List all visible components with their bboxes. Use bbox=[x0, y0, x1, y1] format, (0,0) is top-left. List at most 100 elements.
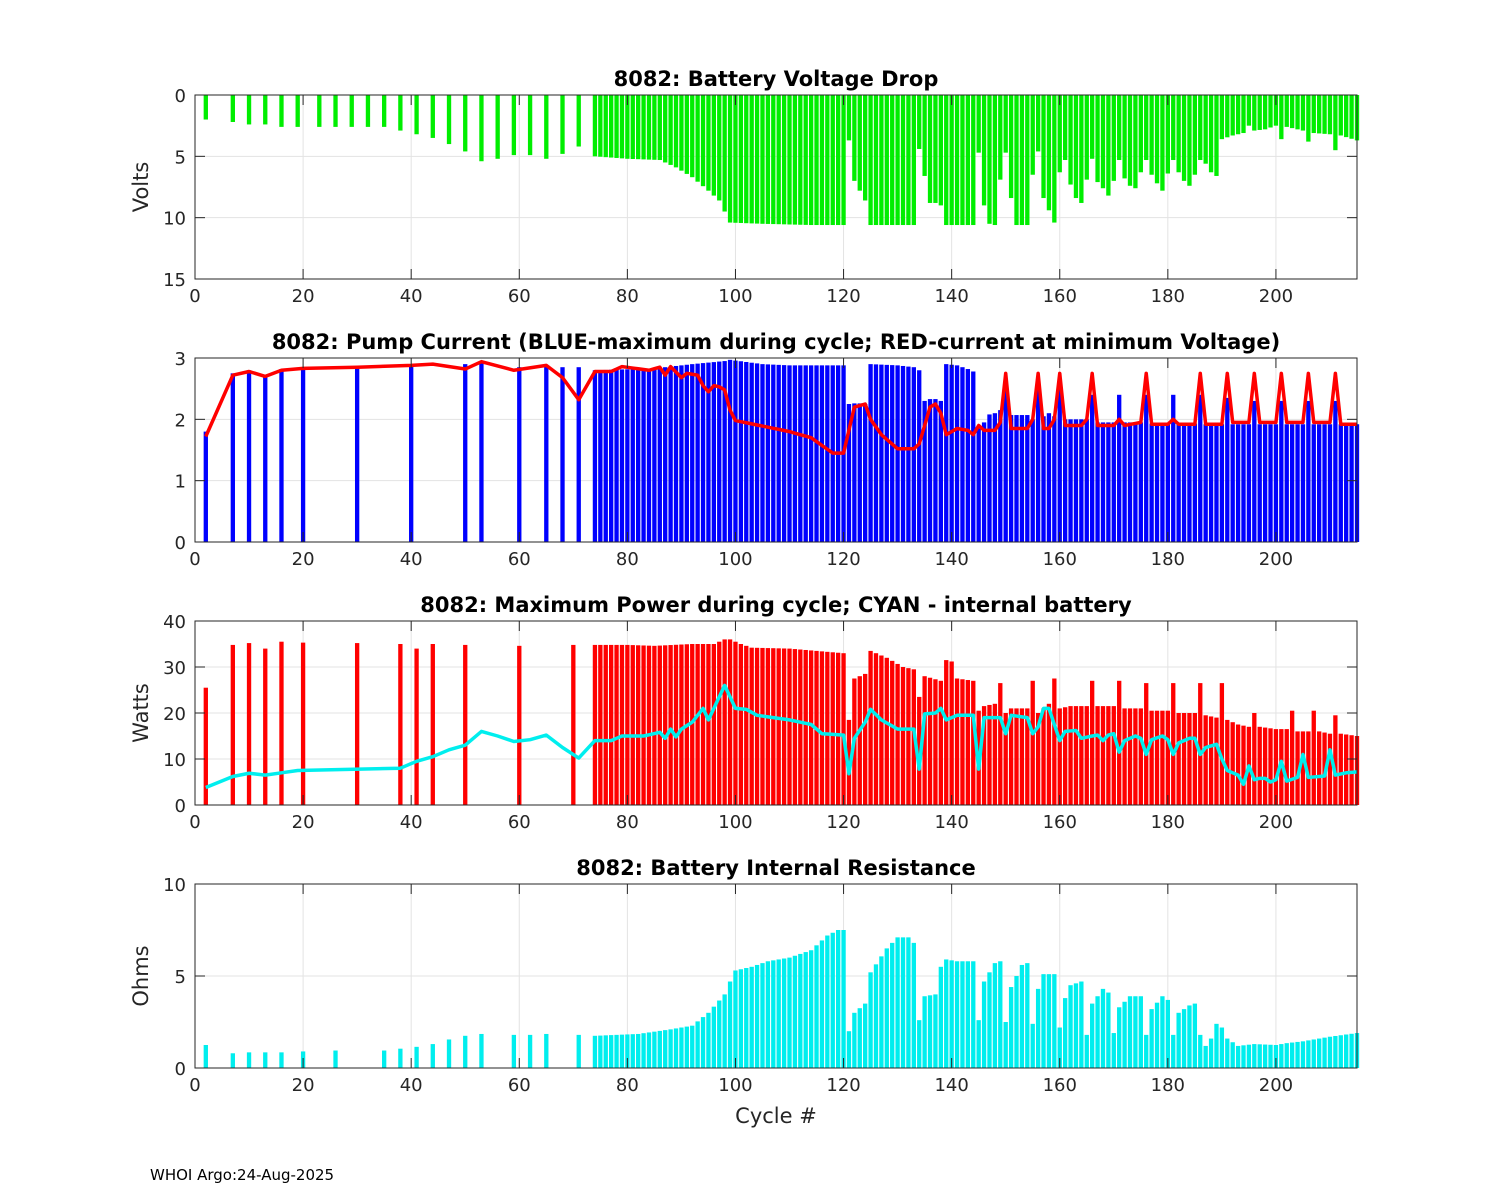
x-tick-label: 0 bbox=[189, 286, 200, 307]
bar-cycle-180 bbox=[1165, 710, 1170, 805]
bar-cycle-76 bbox=[603, 95, 608, 158]
panel1-axes-box bbox=[194, 94, 1358, 280]
bar-cycle-30 bbox=[354, 643, 360, 805]
bar-cycle-71 bbox=[576, 95, 581, 147]
bar-cycle-89 bbox=[673, 1028, 679, 1068]
bar-cycle-60 bbox=[517, 367, 522, 542]
bar-cycle-164 bbox=[1079, 95, 1084, 203]
bar-cycle-156 bbox=[1035, 988, 1041, 1068]
bar-cycle-53 bbox=[479, 95, 484, 162]
bar-cycle-176 bbox=[1144, 95, 1149, 161]
bar-cycle-108 bbox=[776, 95, 781, 225]
bar-cycle-209 bbox=[1322, 424, 1327, 542]
bar-cycle-190 bbox=[1219, 424, 1225, 542]
bar-cycle-162 bbox=[1068, 706, 1073, 805]
bar-cycle-127 bbox=[879, 95, 884, 226]
bar-cycle-44 bbox=[430, 95, 435, 138]
bar-cycle-151 bbox=[1008, 415, 1014, 542]
x-tick-label: 20 bbox=[292, 286, 315, 307]
bar-cycle-146 bbox=[981, 706, 987, 805]
bar-cycle-70 bbox=[571, 644, 576, 805]
bar-cycle-168 bbox=[1100, 988, 1106, 1068]
bar-cycle-120 bbox=[841, 95, 846, 226]
bar-cycle-164 bbox=[1079, 981, 1084, 1068]
bar-cycle-82 bbox=[636, 95, 641, 160]
y-tick-label: 0 bbox=[175, 796, 186, 817]
bar-cycle-101 bbox=[738, 95, 744, 223]
bar-cycle-179 bbox=[1160, 710, 1165, 805]
bar-cycle-178 bbox=[1154, 710, 1160, 805]
bar-cycle-201 bbox=[1279, 1044, 1284, 1068]
bar-cycle-147 bbox=[987, 95, 992, 224]
bar-cycle-102 bbox=[744, 361, 749, 542]
bar-cycle-82 bbox=[636, 368, 641, 542]
y-tick-label: 0 bbox=[175, 533, 186, 554]
bar-cycle-101 bbox=[738, 969, 744, 1068]
bar-cycle-167 bbox=[1095, 422, 1100, 542]
bar-cycle-213 bbox=[1344, 95, 1349, 138]
bar-cycle-159 bbox=[1052, 678, 1057, 805]
bar-cycle-136 bbox=[927, 677, 933, 805]
bar-cycle-198 bbox=[1262, 424, 1268, 542]
bar-cycle-107 bbox=[771, 364, 776, 542]
bar-cycle-164 bbox=[1079, 706, 1084, 805]
bar-cycle-178 bbox=[1154, 1002, 1160, 1068]
x-tick-label: 100 bbox=[718, 549, 752, 570]
bar-cycle-20 bbox=[300, 642, 306, 805]
panel4-ylabel: Ohms bbox=[129, 945, 153, 1006]
bar-cycle-101 bbox=[738, 644, 744, 805]
bar-cycle-134 bbox=[917, 1020, 922, 1068]
x-tick-label: 0 bbox=[189, 812, 200, 833]
bar-cycle-121 bbox=[846, 1031, 852, 1068]
bar-cycle-160 bbox=[1057, 708, 1062, 805]
bar-cycle-181 bbox=[1171, 683, 1176, 805]
bar-cycle-203 bbox=[1289, 95, 1295, 129]
bar-cycle-155 bbox=[1030, 1023, 1035, 1068]
y-tick-label: 2 bbox=[175, 410, 186, 431]
bar-cycle-93 bbox=[695, 1021, 700, 1068]
bar-cycle-144 bbox=[971, 680, 976, 805]
bar-cycle-98 bbox=[722, 361, 727, 542]
bar-cycle-177 bbox=[1149, 1009, 1154, 1068]
bar-cycle-213 bbox=[1344, 1034, 1349, 1068]
bar-cycle-189 bbox=[1214, 717, 1219, 805]
x-tick-label: 60 bbox=[508, 549, 531, 570]
bar-cycle-101 bbox=[738, 361, 744, 542]
bar-cycle-147 bbox=[987, 414, 992, 542]
bar-cycle-210 bbox=[1327, 1036, 1333, 1068]
bar-cycle-188 bbox=[1208, 424, 1214, 542]
bar-cycle-81 bbox=[630, 95, 635, 159]
bar-cycle-91 bbox=[684, 1026, 689, 1068]
bar-cycle-128 bbox=[884, 657, 889, 805]
bar-cycle-185 bbox=[1192, 1003, 1198, 1068]
bar-cycle-134 bbox=[917, 95, 922, 149]
bar-cycle-137 bbox=[933, 994, 938, 1068]
bar-cycle-206 bbox=[1306, 400, 1311, 542]
bar-cycle-119 bbox=[835, 930, 841, 1068]
bar-cycle-109 bbox=[781, 365, 787, 542]
bar-cycle-128 bbox=[884, 364, 889, 542]
x-tick-label: 200 bbox=[1259, 286, 1293, 307]
bar-cycle-122 bbox=[852, 95, 857, 181]
bar-cycle-149 bbox=[998, 410, 1003, 542]
bar-cycle-96 bbox=[711, 362, 716, 542]
bar-cycle-117 bbox=[825, 935, 830, 1068]
bar-cycle-118 bbox=[830, 932, 835, 1068]
bar-cycle-92 bbox=[690, 1025, 695, 1068]
bar-cycle-181 bbox=[1171, 394, 1176, 542]
bar-cycle-182 bbox=[1176, 423, 1181, 542]
bar-cycle-78 bbox=[614, 644, 619, 805]
bar-cycle-173 bbox=[1127, 422, 1133, 542]
bar-cycle-169 bbox=[1106, 992, 1111, 1068]
bar-cycle-162 bbox=[1068, 985, 1073, 1068]
bar-cycle-128 bbox=[884, 95, 889, 226]
bar-cycle-159 bbox=[1052, 95, 1057, 223]
bar-cycle-56 bbox=[495, 95, 500, 159]
bar-cycle-159 bbox=[1052, 974, 1057, 1068]
bar-cycle-170 bbox=[1111, 706, 1116, 805]
bar-cycle-86 bbox=[657, 645, 662, 805]
bar-cycle-157 bbox=[1041, 416, 1046, 542]
x-tick-label: 40 bbox=[400, 1075, 423, 1096]
bar-cycle-132 bbox=[906, 668, 911, 805]
bar-cycle-157 bbox=[1041, 974, 1046, 1068]
